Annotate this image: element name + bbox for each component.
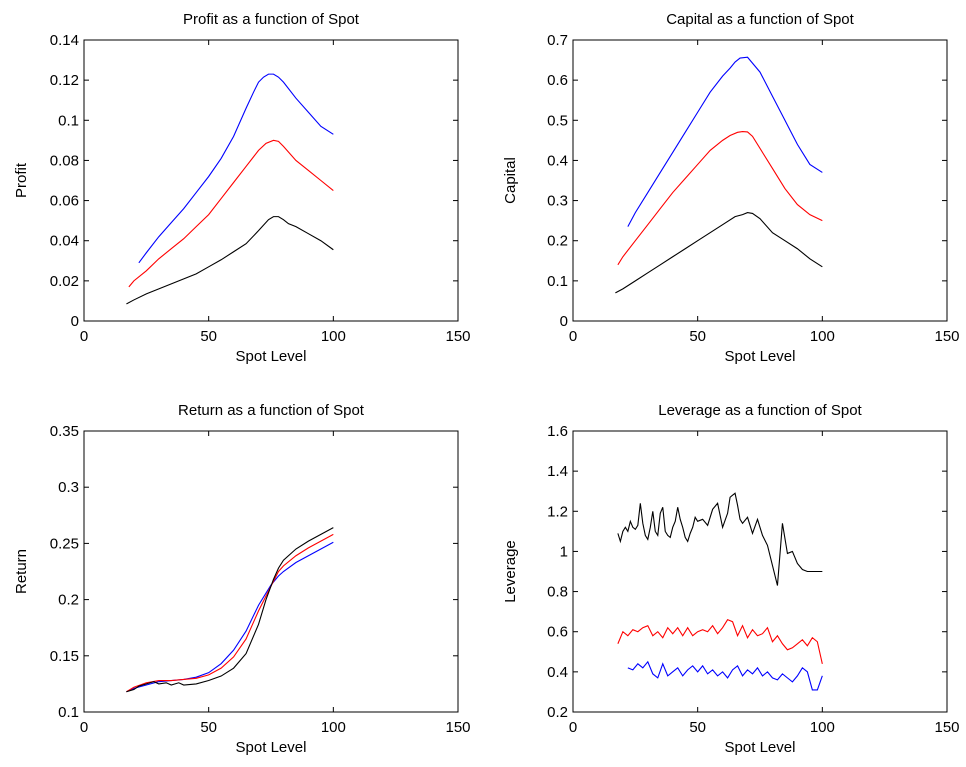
series-line-1 bbox=[126, 533, 334, 693]
y-tick-label: 0.4 bbox=[547, 152, 568, 169]
y-tick-label: 0.2 bbox=[547, 233, 568, 250]
y-tick-label: 1.6 bbox=[547, 423, 568, 440]
chart-title: Leverage as a function of Spot bbox=[658, 402, 862, 419]
series-line-1 bbox=[617, 130, 823, 266]
y-axis-label: Return bbox=[13, 549, 30, 594]
y-tick-label: 0.02 bbox=[50, 273, 79, 290]
y-tick-label: 0.15 bbox=[50, 648, 79, 665]
x-tick-label: 0 bbox=[80, 719, 88, 736]
x-tick-label: 100 bbox=[810, 719, 835, 736]
series-line-0 bbox=[627, 56, 823, 227]
x-tick-label: 150 bbox=[934, 328, 959, 345]
x-axis-label: Spot Level bbox=[236, 348, 307, 365]
y-tick-label: 0.4 bbox=[547, 664, 568, 681]
y-tick-label: 0.06 bbox=[50, 193, 79, 210]
x-tick-label: 0 bbox=[569, 328, 577, 345]
x-tick-label: 150 bbox=[934, 719, 959, 736]
y-axis-label: Profit bbox=[13, 162, 30, 198]
y-tick-label: 0.2 bbox=[547, 704, 568, 721]
x-axis-label: Spot Level bbox=[725, 739, 796, 756]
x-tick-label: 0 bbox=[569, 719, 577, 736]
chart-panel-0: Profit as a function of Spot 0 50 100 150 0 0.… bbox=[13, 11, 471, 365]
x-tick-label: 50 bbox=[689, 719, 706, 736]
x-tick-label: 50 bbox=[689, 328, 706, 345]
x-axis-label: Spot Level bbox=[725, 348, 796, 365]
x-tick-label: 0 bbox=[80, 328, 88, 345]
axes-box bbox=[572, 430, 948, 713]
axes-box bbox=[83, 430, 459, 713]
chart-title: Capital as a function of Spot bbox=[666, 11, 854, 28]
y-tick-label: 0.12 bbox=[50, 72, 79, 89]
y-tick-label: 0 bbox=[560, 313, 568, 330]
y-axis-label: Capital bbox=[502, 157, 519, 204]
y-axis-label: Leverage bbox=[502, 540, 519, 603]
y-tick-label: 0.8 bbox=[547, 584, 568, 601]
series-line-2 bbox=[615, 212, 823, 294]
y-tick-label: 0.3 bbox=[58, 479, 79, 496]
y-tick-label: 0.25 bbox=[50, 535, 79, 552]
y-tick-label: 1.2 bbox=[547, 503, 568, 520]
y-tick-label: 0.14 bbox=[50, 32, 79, 49]
y-tick-label: 0.35 bbox=[50, 423, 79, 440]
series-line-0 bbox=[617, 492, 823, 586]
y-tick-label: 0.04 bbox=[50, 233, 79, 250]
y-tick-label: 0.1 bbox=[547, 273, 568, 290]
x-tick-label: 100 bbox=[321, 719, 346, 736]
x-tick-label: 100 bbox=[321, 328, 346, 345]
y-tick-label: 0.08 bbox=[50, 152, 79, 169]
y-tick-label: 0.1 bbox=[58, 704, 79, 721]
series-line-0 bbox=[126, 541, 334, 693]
y-tick-label: 0.6 bbox=[547, 72, 568, 89]
y-tick-label: 0.2 bbox=[58, 592, 79, 609]
series-line-0 bbox=[138, 73, 334, 264]
chart-panel-1: Capital as a function of Spot 0 50 100 150 0 0… bbox=[502, 11, 960, 365]
chart-title: Return as a function of Spot bbox=[178, 402, 365, 419]
series-line-2 bbox=[126, 216, 334, 305]
series-line-1 bbox=[617, 618, 823, 664]
x-tick-label: 150 bbox=[445, 328, 470, 345]
y-tick-label: 0.5 bbox=[547, 112, 568, 129]
x-tick-label: 50 bbox=[200, 328, 217, 345]
y-tick-label: 1 bbox=[560, 543, 568, 560]
y-tick-label: 0.3 bbox=[547, 193, 568, 210]
x-tick-label: 100 bbox=[810, 328, 835, 345]
chart-panel-3: Leverage as a function of Spot 0 50 100 150 0… bbox=[502, 402, 960, 756]
x-tick-label: 50 bbox=[200, 719, 217, 736]
series-line-2 bbox=[627, 660, 823, 691]
y-tick-label: 0.7 bbox=[547, 32, 568, 49]
y-tick-label: 1.4 bbox=[547, 463, 568, 480]
series-line-2 bbox=[126, 527, 334, 693]
chart-panel-2: Return as a function of Spot 0 50 100 150 0.1… bbox=[13, 402, 471, 756]
axes-box bbox=[83, 39, 459, 322]
x-axis-label: Spot Level bbox=[236, 739, 307, 756]
chart-title: Profit as a function of Spot bbox=[183, 11, 360, 28]
axes-box bbox=[572, 39, 948, 322]
y-tick-label: 0.1 bbox=[58, 112, 79, 129]
y-tick-label: 0.6 bbox=[547, 624, 568, 641]
x-tick-label: 150 bbox=[445, 719, 470, 736]
y-tick-label: 0 bbox=[71, 313, 79, 330]
series-line-1 bbox=[128, 139, 334, 288]
